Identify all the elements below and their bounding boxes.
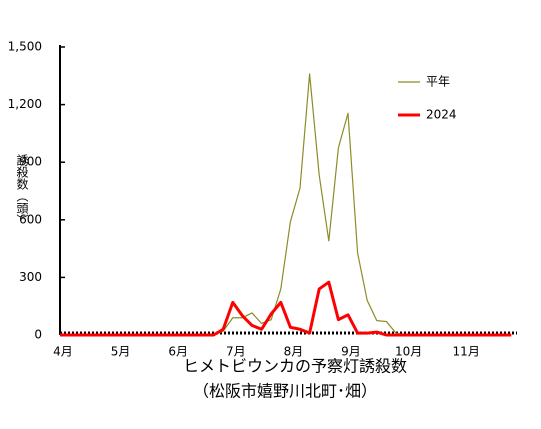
y-tick-label: 600: [19, 212, 42, 226]
x-tick-label: 8月: [284, 345, 304, 359]
y-tick-label: 300: [19, 270, 42, 284]
series-line: [60, 280, 512, 337]
y-tick-label: 1,500: [8, 40, 42, 54]
y-tick-label: 0: [34, 328, 42, 342]
y-tick-label: 1,200: [8, 97, 42, 111]
x-tick-label: 10月: [395, 345, 422, 359]
legend-label: 平年: [426, 75, 450, 89]
y-axis-label: 誘殺数（頭）: [15, 154, 29, 226]
legend-label: 2024: [426, 108, 457, 122]
x-tick-label: 4月: [53, 345, 73, 359]
y-tick-label: 900: [19, 155, 42, 169]
x-tick-label: 9月: [341, 345, 361, 359]
x-tick-label: 6月: [168, 345, 188, 359]
x-tick-label: 7月: [226, 345, 246, 359]
x-tick-label: 11月: [453, 345, 480, 359]
chart-title: ヒメトビウンカの予察灯誘殺数: [183, 357, 407, 376]
chart-subtitle: （松阪市嬉野川北町･畑）: [193, 382, 377, 401]
x-tick-label: 5月: [111, 345, 131, 359]
